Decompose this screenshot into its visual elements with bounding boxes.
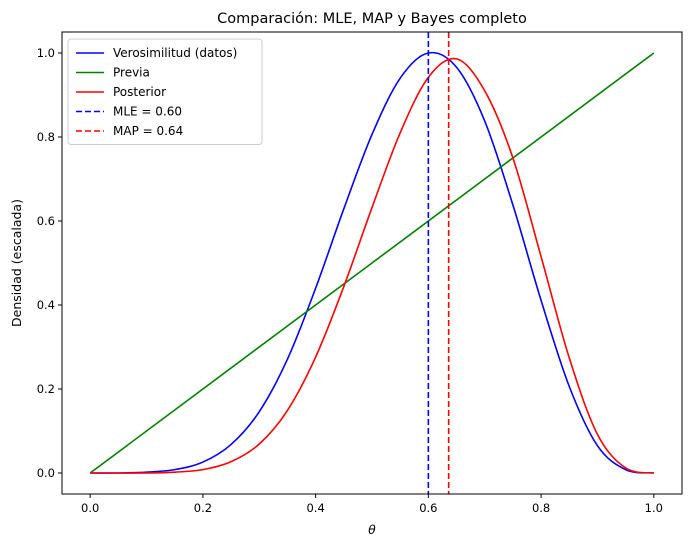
series-line-2 <box>90 57 654 474</box>
plot-frame <box>61 31 683 495</box>
plot-area <box>89 32 655 494</box>
legend-label: Previa <box>113 66 150 80</box>
chart-title: Comparación: MLE, MAP y Bayes completo <box>217 11 527 27</box>
legend: Verosimilitud (datos) Previa Posterior MLE … <box>67 38 263 145</box>
axis-ticks: 0.0 0.2 0.4 0.6 0.8 1.0 0.0 0.2 0.4 0.6 0.8 1.0 <box>37 46 663 515</box>
legend-label: MAP = 0.64 <box>113 124 183 138</box>
x-tick-label: 0.2 <box>194 501 212 515</box>
y-tick-label: 0.2 <box>37 382 55 396</box>
y-tick-label: 0.8 <box>37 130 55 144</box>
y-tick-label: 0.4 <box>37 298 55 312</box>
legend-label: Verosimilitud (datos) <box>113 46 237 60</box>
y-tick-label: 1.0 <box>37 46 55 60</box>
series-line-0 <box>90 51 654 474</box>
x-tick-label: 0.6 <box>419 501 437 515</box>
series-line-1 <box>89 52 655 474</box>
x-axis-label: θ <box>368 522 376 537</box>
legend-label: Posterior <box>113 85 166 99</box>
y-tick-label: 0.6 <box>37 214 55 228</box>
x-tick-label: 1.0 <box>645 501 663 515</box>
x-tick-label: 0.0 <box>81 501 99 515</box>
y-axis-label: Densidad (escalada) <box>9 199 24 327</box>
legend-label: MLE = 0.60 <box>113 105 182 119</box>
legend-box <box>67 38 263 145</box>
y-tick-label: 0.0 <box>37 466 55 480</box>
x-tick-label: 0.8 <box>532 501 550 515</box>
x-tick-label: 0.4 <box>306 501 324 515</box>
